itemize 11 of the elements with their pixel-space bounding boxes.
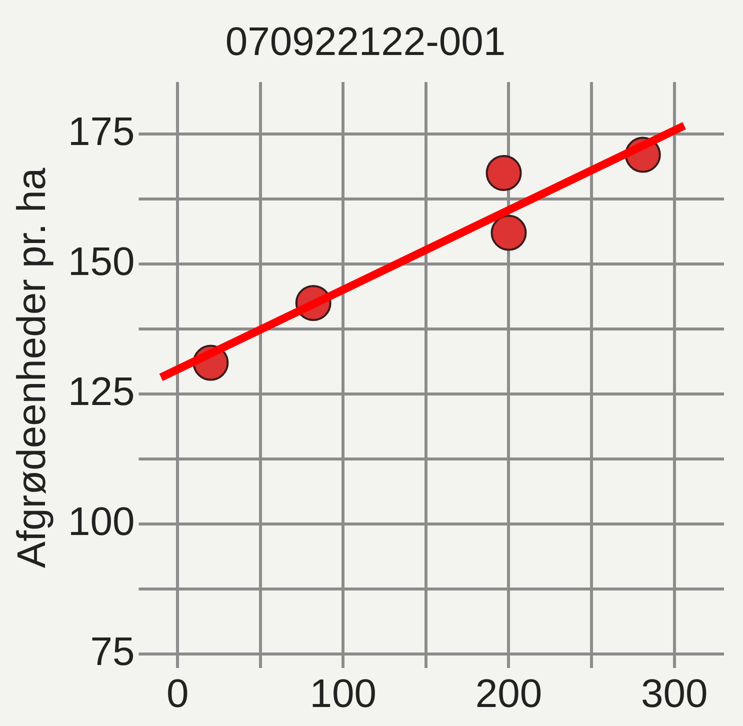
x-tick-label: 200 [475, 672, 542, 716]
y-tick-label: 75 [90, 630, 135, 674]
y-tick-label: 125 [68, 370, 135, 414]
x-tick-label: 100 [310, 672, 377, 716]
y-tick-label: 175 [68, 110, 135, 154]
y-tick-label: 150 [68, 240, 135, 284]
x-tick-label: 300 [640, 672, 708, 716]
chart-title: 070922122-001 [225, 20, 506, 64]
y-tick-label: 100 [68, 500, 135, 544]
x-tick-label: 0 [166, 672, 189, 716]
y-axis-title: Afgrødeenheder pr. ha [10, 167, 54, 568]
